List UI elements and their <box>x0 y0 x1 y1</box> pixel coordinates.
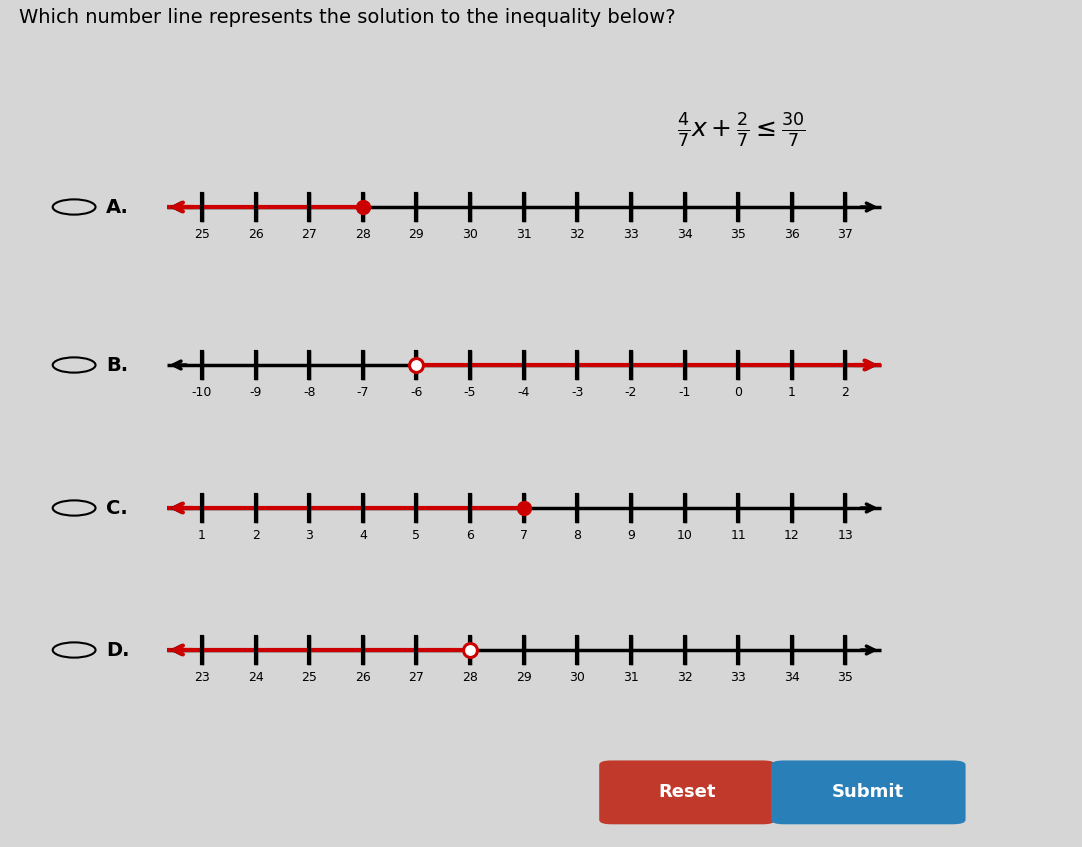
Text: 29: 29 <box>516 671 531 684</box>
Text: 10: 10 <box>676 529 692 542</box>
Text: 25: 25 <box>194 228 210 241</box>
Text: 28: 28 <box>355 228 371 241</box>
Text: 23: 23 <box>194 671 210 684</box>
Text: C.: C. <box>106 499 128 518</box>
Text: 1: 1 <box>788 386 795 399</box>
Text: 32: 32 <box>676 671 692 684</box>
Text: 32: 32 <box>569 228 585 241</box>
Text: 2: 2 <box>252 529 260 542</box>
Text: -7: -7 <box>357 386 369 399</box>
Text: 36: 36 <box>784 228 800 241</box>
Text: 26: 26 <box>248 228 263 241</box>
Text: 29: 29 <box>409 228 424 241</box>
Text: 34: 34 <box>676 228 692 241</box>
Text: 11: 11 <box>730 529 747 542</box>
Text: -3: -3 <box>571 386 583 399</box>
Text: 4: 4 <box>359 529 367 542</box>
Text: -5: -5 <box>464 386 476 399</box>
FancyBboxPatch shape <box>599 761 775 824</box>
Text: 27: 27 <box>409 671 424 684</box>
Text: 1: 1 <box>198 529 206 542</box>
Text: 35: 35 <box>730 228 747 241</box>
Text: 13: 13 <box>837 529 854 542</box>
Text: Which number line represents the solution to the inequality below?: Which number line represents the solutio… <box>19 8 676 27</box>
Text: 5: 5 <box>412 529 421 542</box>
Text: 37: 37 <box>837 228 854 241</box>
Text: B.: B. <box>106 356 129 374</box>
Text: 3: 3 <box>305 529 313 542</box>
Text: -6: -6 <box>410 386 423 399</box>
Text: 30: 30 <box>462 228 478 241</box>
Text: -1: -1 <box>678 386 690 399</box>
Text: 7: 7 <box>519 529 528 542</box>
FancyBboxPatch shape <box>771 761 965 824</box>
Text: 31: 31 <box>516 228 531 241</box>
Text: 30: 30 <box>569 671 585 684</box>
Text: 2: 2 <box>842 386 849 399</box>
Text: -9: -9 <box>249 386 262 399</box>
Text: D.: D. <box>106 640 130 660</box>
Text: 12: 12 <box>784 529 800 542</box>
Text: -8: -8 <box>303 386 316 399</box>
Text: Reset: Reset <box>658 783 716 801</box>
Text: A.: A. <box>106 197 129 217</box>
Text: -4: -4 <box>517 386 530 399</box>
Text: -2: -2 <box>624 386 637 399</box>
Text: 0: 0 <box>735 386 742 399</box>
Text: 28: 28 <box>462 671 478 684</box>
Text: $\frac{4}{7}x + \frac{2}{7} \leq \frac{30}{7}$: $\frac{4}{7}x + \frac{2}{7} \leq \frac{3… <box>677 111 806 149</box>
Text: 9: 9 <box>626 529 635 542</box>
Text: 24: 24 <box>248 671 263 684</box>
Text: 25: 25 <box>301 671 317 684</box>
Text: 31: 31 <box>623 671 638 684</box>
Text: 33: 33 <box>730 671 747 684</box>
Text: 34: 34 <box>784 671 800 684</box>
Text: Submit: Submit <box>832 783 905 801</box>
Text: 35: 35 <box>837 671 854 684</box>
Text: -10: -10 <box>192 386 212 399</box>
Text: 26: 26 <box>355 671 371 684</box>
Text: 27: 27 <box>301 228 317 241</box>
Text: 8: 8 <box>573 529 581 542</box>
Text: 33: 33 <box>623 228 638 241</box>
Text: 6: 6 <box>466 529 474 542</box>
